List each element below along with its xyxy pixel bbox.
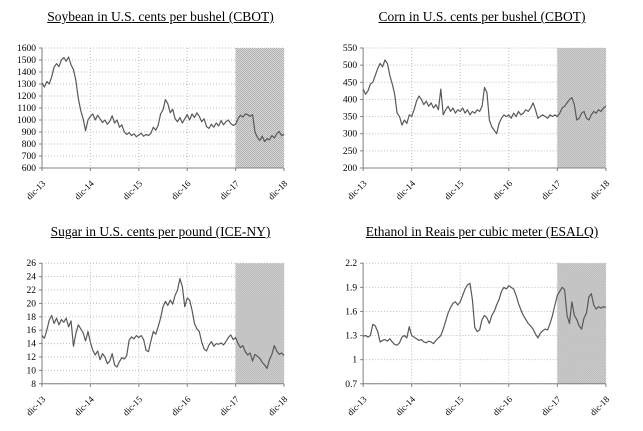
chart-panel-sugar: Sugar in U.S. cents per pound (ICE-NY) 8… <box>0 215 321 431</box>
y-tick-label: 1000 <box>17 116 36 126</box>
y-tick-label: 0.7 <box>345 380 357 390</box>
x-tick-label: dic-15 <box>442 178 466 202</box>
x-tick-label: dic-14 <box>72 394 96 418</box>
price-line <box>41 278 285 369</box>
forecast-shaded-region <box>235 263 284 384</box>
soybean-chart-title: Soybean in U.S. cents per bushel (CBOT) <box>47 9 274 24</box>
y-tick-label: 700 <box>22 152 37 162</box>
y-tick-label: 900 <box>22 128 37 138</box>
y-tick-label: 20 <box>27 299 37 309</box>
y-axis-labels: 0.7 1 1.3 1.6 1.9 2.2 <box>345 259 357 390</box>
x-tick-label: dic-18 <box>266 178 290 202</box>
y-axis-labels: 600 700 800 900 1000 1100 1200 1300 1400 1500 1600 <box>17 44 36 174</box>
axes <box>39 47 285 171</box>
y-tick-label: 500 <box>343 61 358 71</box>
y-tick-label: 2.2 <box>345 259 357 269</box>
y-tick-label: 550 <box>343 44 358 54</box>
y-tick-label: 1500 <box>17 56 36 66</box>
x-tick-label: dic-13 <box>345 178 369 202</box>
y-tick-label: 1.6 <box>345 307 357 317</box>
x-tick-label: dic-17 <box>539 394 563 418</box>
x-tick-label: dic-18 <box>588 178 612 202</box>
y-tick-label: 250 <box>343 147 358 157</box>
x-tick-label: dic-13 <box>345 394 369 418</box>
y-tick-label: 1200 <box>17 92 36 102</box>
y-tick-label: 14 <box>27 340 37 350</box>
x-tick-label: dic-13 <box>24 394 48 418</box>
axes <box>360 47 607 171</box>
soybean-line-chart: 600 700 800 900 1000 1100 1200 1300 1400 1500 1600… <box>17 44 290 202</box>
sugar-chart-title: Sugar in U.S. cents per pound (ICE-NY) <box>50 224 271 239</box>
x-tick-label: dic-15 <box>442 394 466 418</box>
ethanol-chart-title: Ethanol in Reais per cubic meter (ESALQ) <box>365 224 599 239</box>
y-tick-label: 24 <box>27 273 37 283</box>
y-tick-label: 450 <box>343 78 358 88</box>
price-line <box>362 59 607 135</box>
y-tick-label: 300 <box>343 130 358 140</box>
ethanol-line-chart: 0.7 1 1.3 1.6 1.9 2.2 dic-13 dic-14 dic-15 dic-16… <box>345 259 611 418</box>
x-tick-label: dic-17 <box>218 178 242 202</box>
x-axis-labels: dic-13 dic-14 dic-15 dic-16 dic-17 dic-18 <box>345 178 611 202</box>
x-tick-label: dic-16 <box>169 178 193 202</box>
axes <box>360 262 607 387</box>
chart-panel-corn: Corn in U.S. cents per bushel (CBOT) 200… <box>321 0 643 215</box>
y-tick-label: 200 <box>343 164 358 174</box>
y-tick-label: 22 <box>27 286 37 296</box>
x-axis-labels: dic-13 dic-14 dic-15 dic-16 dic-17 dic-18 <box>24 394 290 418</box>
y-tick-label: 1400 <box>17 68 36 78</box>
x-tick-label: dic-17 <box>539 178 563 202</box>
x-tick-label: dic-18 <box>266 394 290 418</box>
y-tick-label: 8 <box>31 380 36 390</box>
x-tick-label: dic-17 <box>218 394 242 418</box>
x-axis-labels: dic-13 dic-14 dic-15 dic-16 dic-17 dic-18 <box>24 178 290 202</box>
y-tick-label: 800 <box>22 140 37 150</box>
x-tick-label: dic-15 <box>121 178 145 202</box>
y-tick-label: 10 <box>27 366 37 376</box>
y-tick-label: 18 <box>27 313 37 323</box>
y-tick-label: 600 <box>22 164 37 174</box>
forecast-shaded-region <box>557 48 606 168</box>
axes <box>39 262 285 387</box>
y-tick-label: 26 <box>27 259 37 269</box>
y-tick-label: 1.3 <box>345 332 357 342</box>
x-tick-label: dic-13 <box>24 178 48 202</box>
x-tick-label: dic-16 <box>491 394 515 418</box>
corn-chart-title: Corn in U.S. cents per bushel (CBOT) <box>378 9 586 24</box>
y-tick-label: 1 <box>352 356 357 366</box>
y-axis-labels: 200 250 300 350 400 450 500 550 <box>343 44 358 174</box>
y-tick-label: 400 <box>343 95 358 105</box>
x-tick-label: dic-14 <box>72 178 96 202</box>
y-tick-label: 350 <box>343 113 358 123</box>
price-line <box>41 56 285 143</box>
y-axis-labels: 8 10 12 14 16 18 20 22 24 26 <box>27 259 37 390</box>
forecast-shaded-region <box>235 48 284 168</box>
x-tick-label: dic-16 <box>491 178 515 202</box>
chart-panel-soybean: Soybean in U.S. cents per bushel (CBOT) … <box>0 0 321 215</box>
y-tick-label: 1600 <box>17 44 36 54</box>
chart-panel-ethanol: Ethanol in Reais per cubic meter (ESALQ)… <box>321 215 643 431</box>
forecast-shaded-region <box>557 263 606 384</box>
x-axis-labels: dic-13 dic-14 dic-15 dic-16 dic-17 dic-18 <box>345 394 611 418</box>
x-tick-label: dic-15 <box>121 394 145 418</box>
x-tick-label: dic-14 <box>394 394 418 418</box>
y-tick-label: 1300 <box>17 80 36 90</box>
x-tick-label: dic-14 <box>394 178 418 202</box>
y-tick-label: 1100 <box>17 104 36 114</box>
y-tick-label: 16 <box>27 326 37 336</box>
price-line <box>362 282 607 346</box>
x-tick-label: dic-16 <box>169 394 193 418</box>
y-tick-label: 1.9 <box>345 283 357 293</box>
y-tick-label: 12 <box>27 353 37 363</box>
x-tick-label: dic-18 <box>588 394 612 418</box>
